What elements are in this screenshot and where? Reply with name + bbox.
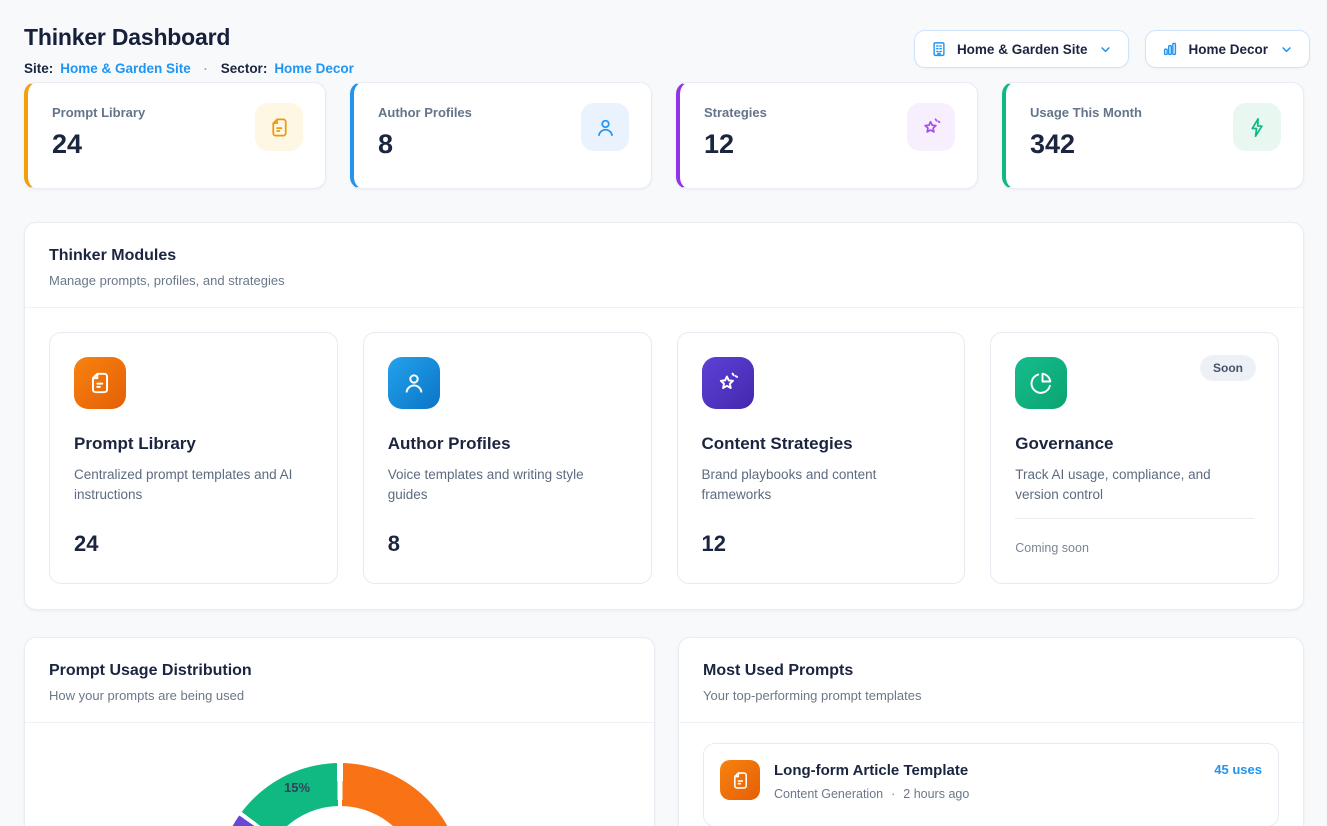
most-used-prompts-panel: Most Used Prompts Your top-performing pr… [678, 637, 1304, 826]
module-title: Prompt Library [74, 434, 313, 454]
prompt-list-item[interactable]: Long-form Article Template Content Gener… [703, 743, 1279, 826]
sector-link[interactable]: Home Decor [274, 61, 354, 76]
site-link[interactable]: Home & Garden Site [60, 61, 191, 76]
module-count: 12 [702, 531, 726, 557]
meta-separator: · [891, 787, 895, 801]
sector-selector-dropdown[interactable]: Home Decor [1145, 30, 1310, 68]
header-selectors: Home & Garden Site Home Decor [914, 30, 1310, 68]
sector-label: Sector: [221, 61, 268, 76]
user-icon [388, 357, 440, 409]
document-icon [255, 103, 303, 151]
prompt-item-meta: Content Generation · 2 hours ago [774, 787, 969, 801]
bar-chart-icon [1161, 40, 1179, 58]
prompt-list: Long-form Article Template Content Gener… [679, 723, 1303, 826]
prompt-item-body: Long-form Article Template Content Gener… [774, 760, 969, 801]
stats-row: Prompt Library 24 Author Profiles 8 Stra… [24, 82, 1304, 189]
module-card-governance[interactable]: Soon Governance Track AI usage, complian… [990, 332, 1279, 584]
sector-selector-label: Home Decor [1188, 42, 1268, 57]
site-selector-dropdown[interactable]: Home & Garden Site [914, 30, 1130, 68]
bottom-row: Prompt Usage Distribution How your promp… [24, 637, 1304, 826]
donut-hole [260, 806, 420, 826]
user-icon [581, 103, 629, 151]
soon-badge: Soon [1200, 355, 1256, 381]
dashboard-screen: Thinker Dashboard Site: Home & Garden Si… [0, 0, 1327, 826]
prompt-usage-panel: Prompt Usage Distribution How your promp… [24, 637, 655, 826]
usage-title: Prompt Usage Distribution [49, 662, 630, 680]
module-title: Author Profiles [388, 434, 627, 454]
modules-grid: Prompt Library Centralized prompt templa… [25, 308, 1303, 608]
prompts-subtitle: Your top-performing prompt templates [703, 688, 1279, 703]
document-icon [74, 357, 126, 409]
pie-chart-icon [1015, 357, 1067, 409]
stat-card-usage: Usage This Month 342 [1002, 82, 1304, 189]
donut-segment-label: 15% [272, 780, 322, 795]
module-description: Track AI usage, compliance, and version … [1015, 465, 1254, 506]
page-title: Thinker Dashboard [24, 24, 230, 51]
modules-title: Thinker Modules [49, 247, 1279, 265]
thinker-modules-panel: Thinker Modules Manage prompts, profiles… [24, 222, 1304, 610]
coming-soon-text: Coming soon [1015, 541, 1089, 555]
usage-panel-header: Prompt Usage Distribution How your promp… [25, 638, 654, 723]
prompt-time: 2 hours ago [903, 787, 969, 801]
lightning-icon [1233, 103, 1281, 151]
module-title: Governance [1015, 434, 1254, 454]
chevron-down-icon [1098, 42, 1113, 57]
divider [1015, 518, 1254, 519]
breadcrumb: Site: Home & Garden Site · Sector: Home … [24, 61, 354, 76]
star-sparkle-icon [702, 357, 754, 409]
document-icon [720, 760, 760, 800]
stat-card-prompt-library: Prompt Library 24 [24, 82, 326, 189]
prompt-uses-count: 45 uses [1214, 762, 1262, 777]
prompt-category: Content Generation [774, 787, 883, 801]
module-card-author-profiles[interactable]: Author Profiles Voice templates and writ… [363, 332, 652, 584]
module-title: Content Strategies [702, 434, 941, 454]
stat-card-author-profiles: Author Profiles 8 [350, 82, 652, 189]
meta-separator: · [198, 62, 214, 76]
star-sparkle-icon [907, 103, 955, 151]
modules-subtitle: Manage prompts, profiles, and strategies [49, 273, 1279, 288]
module-card-prompt-library[interactable]: Prompt Library Centralized prompt templa… [49, 332, 338, 584]
prompts-panel-header: Most Used Prompts Your top-performing pr… [679, 638, 1303, 723]
usage-subtitle: How your prompts are being used [49, 688, 630, 703]
building-icon [930, 40, 948, 58]
modules-panel-header: Thinker Modules Manage prompts, profiles… [25, 223, 1303, 308]
module-count: 24 [74, 531, 98, 557]
module-count: 8 [388, 531, 400, 557]
module-card-content-strategies[interactable]: Content Strategies Brand playbooks and c… [677, 332, 966, 584]
site-label: Site: [24, 61, 53, 76]
prompts-title: Most Used Prompts [703, 662, 1279, 680]
usage-donut-chart: 15% [217, 763, 463, 826]
prompt-item-title: Long-form Article Template [774, 762, 969, 779]
site-selector-label: Home & Garden Site [957, 42, 1088, 57]
stat-card-strategies: Strategies 12 [676, 82, 978, 189]
module-description: Voice templates and writing style guides [388, 465, 627, 506]
module-description: Brand playbooks and content frameworks [702, 465, 941, 506]
module-description: Centralized prompt templates and AI inst… [74, 465, 313, 506]
chevron-down-icon [1279, 42, 1294, 57]
